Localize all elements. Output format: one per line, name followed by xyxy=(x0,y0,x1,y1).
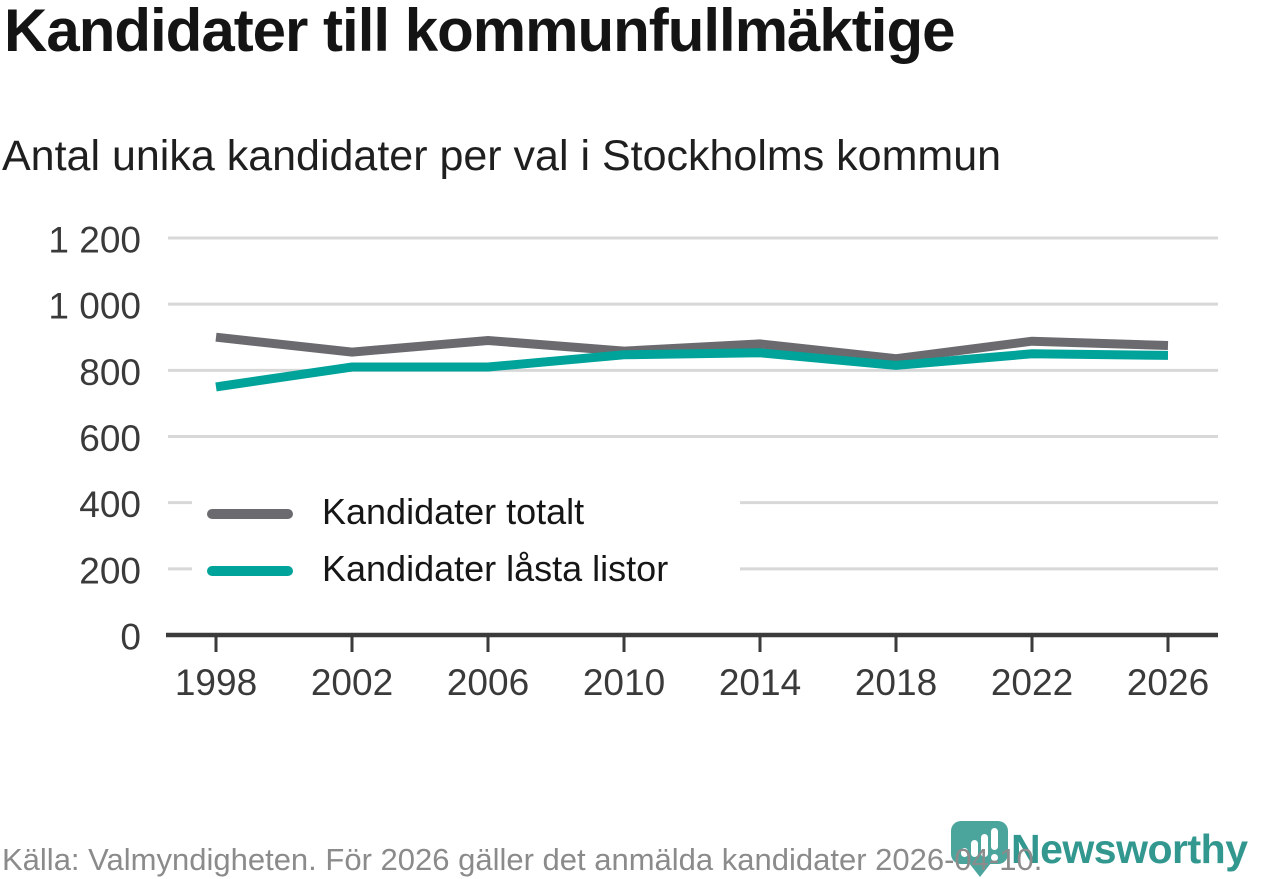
x-tick-label: 2018 xyxy=(855,662,937,703)
x-tick-label: 2006 xyxy=(447,662,529,703)
series-line-totalt xyxy=(215,332,1169,364)
chart-subtitle: Antal unika kandidater per val i Stockho… xyxy=(2,132,1002,180)
pin-exclamation-icon xyxy=(991,828,998,850)
y-tick-label: 400 xyxy=(79,484,141,525)
x-tick-label: 2022 xyxy=(991,662,1073,703)
chart-footer: Källa: Valmyndigheten. För 2026 gäller d… xyxy=(0,840,1262,879)
legend-item-lasta-listor: Kandidater låsta listor xyxy=(192,547,740,595)
y-tick-label: 0 xyxy=(120,617,141,658)
series-line-lasta-listor xyxy=(215,348,1169,392)
legend-label: Kandidater låsta listor xyxy=(322,548,669,589)
y-tick-label: 1 200 xyxy=(48,219,141,260)
newsworthy-pin-icon xyxy=(951,821,1008,877)
chart-title: Kandidater till kommunfullmäktige xyxy=(4,0,955,64)
pin-bar-icon xyxy=(981,834,988,857)
y-tick-label: 200 xyxy=(79,550,141,591)
newsworthy-logo: Newsworthy xyxy=(951,818,1262,879)
chart-legend: Kandidater totalt Kandidater låsta listo… xyxy=(192,487,740,601)
y-tick-label: 800 xyxy=(79,352,141,393)
legend-swatch-totalt-icon xyxy=(207,509,293,519)
x-tick-label: 2010 xyxy=(583,662,665,703)
legend-item-totalt: Kandidater totalt xyxy=(192,490,740,538)
pin-bar-icon xyxy=(961,848,968,857)
pin-bar-icon xyxy=(971,840,978,857)
legend-swatch-lasta-listor-icon xyxy=(207,566,293,576)
source-note: Källa: Valmyndigheten. För 2026 gäller d… xyxy=(2,842,1043,877)
x-tick-label: 2002 xyxy=(311,662,393,703)
y-tick-label: 1 000 xyxy=(48,286,141,327)
y-tick-label: 600 xyxy=(79,418,141,459)
x-tick-label: 1998 xyxy=(175,662,257,703)
legend-label: Kandidater totalt xyxy=(322,491,585,532)
x-tick-label: 2014 xyxy=(719,662,801,703)
x-tick-label: 2026 xyxy=(1127,662,1209,703)
newsworthy-wordmark: Newsworthy xyxy=(1011,826,1248,872)
pin-exclamation-dot-icon xyxy=(991,854,998,861)
